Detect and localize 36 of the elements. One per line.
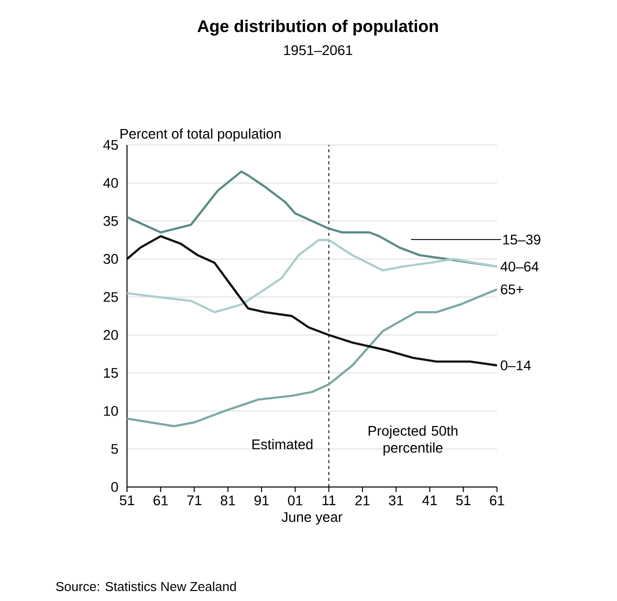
x-tick-label: 61 bbox=[490, 495, 504, 506]
line-series bbox=[126, 288, 498, 428]
y-tick-label: 40 bbox=[103, 178, 118, 188]
x-tick-label: 21 bbox=[355, 495, 370, 506]
series-label: 65+ bbox=[500, 284, 524, 294]
x-tick-label: 81 bbox=[220, 495, 235, 506]
x-tick-label: 11 bbox=[322, 496, 336, 506]
x-axis-title: June year bbox=[282, 512, 342, 525]
chart-subtitle: 1951–2061 bbox=[284, 45, 352, 56]
y-tick-label: 10 bbox=[104, 406, 118, 416]
source-note: Source: Statistics New Zealand bbox=[56, 582, 236, 592]
x-tick-label: 71 bbox=[187, 496, 202, 506]
x-tick-label: 01 bbox=[288, 495, 302, 506]
annotation: Projected 50th percentile bbox=[368, 426, 458, 456]
annotation: Estimated bbox=[252, 439, 312, 450]
y-axis-title: Percent of total population bbox=[120, 128, 281, 142]
series-label: 0–14 bbox=[500, 360, 531, 370]
x-tick-label: 51 bbox=[120, 496, 134, 506]
line-series bbox=[126, 235, 498, 366]
y-tick-label: 15 bbox=[104, 368, 118, 378]
x-tick-label: 61 bbox=[154, 495, 168, 506]
x-tick-label: 41 bbox=[422, 496, 437, 506]
chart-title: Age distribution of population bbox=[198, 20, 438, 36]
series-label: 40–64 bbox=[500, 262, 539, 272]
y-tick-label: 0 bbox=[111, 482, 118, 492]
x-tick-label: 31 bbox=[388, 495, 404, 506]
y-tick-label: 20 bbox=[104, 330, 118, 340]
y-tick-label: 30 bbox=[104, 254, 118, 264]
x-tick-label: 91 bbox=[254, 495, 269, 506]
y-tick-label: 35 bbox=[104, 216, 118, 226]
y-tick-label: 25 bbox=[104, 292, 118, 302]
line-series bbox=[126, 238, 498, 314]
y-tick-label: 5 bbox=[111, 444, 118, 454]
x-tick-label: 51 bbox=[456, 496, 470, 506]
series-label: 15–39 bbox=[503, 234, 540, 245]
y-tick-label: 45 bbox=[103, 140, 118, 150]
